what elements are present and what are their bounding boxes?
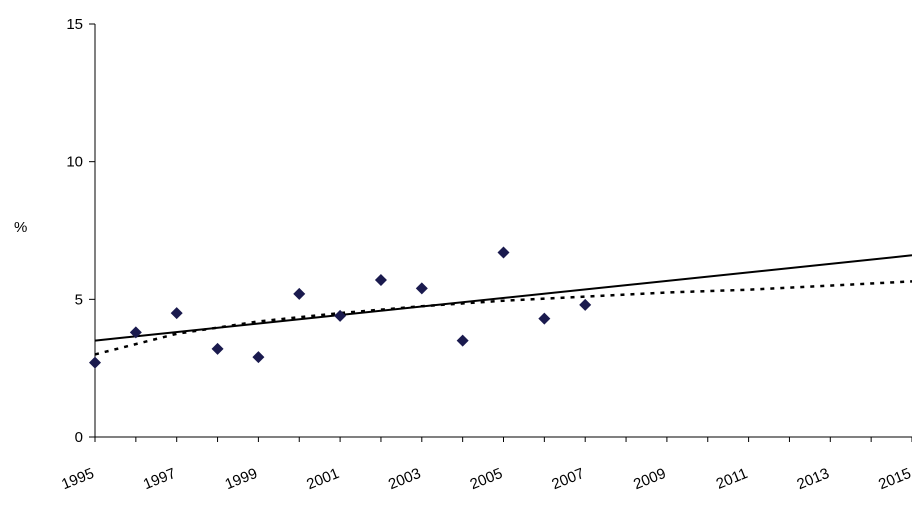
data-point	[89, 356, 101, 369]
trend-line-solid	[94, 254, 912, 342]
data-point	[374, 274, 387, 287]
data-point	[415, 282, 428, 295]
x-tick-label: 2011	[714, 465, 750, 493]
data-point	[170, 307, 183, 320]
x-tick-label: 2007	[549, 465, 586, 493]
data-point	[456, 334, 469, 347]
x-tick-label: 2001	[304, 465, 341, 493]
y-tick-label: 15	[66, 16, 83, 33]
data-point	[334, 309, 347, 322]
x-tick-label: 2013	[794, 465, 831, 493]
x-tick-label: 2009	[631, 465, 668, 493]
data-point	[497, 246, 510, 259]
data-point	[293, 287, 306, 300]
trend-line-dotted	[94, 280, 912, 356]
data-point	[579, 298, 592, 311]
data-point	[252, 351, 265, 364]
x-tick-label: 1999	[223, 465, 260, 493]
data-point	[538, 312, 551, 325]
axes-layer	[89, 23, 912, 442]
data-point	[211, 342, 224, 355]
data-point	[129, 326, 142, 339]
labels-layer: % 0 5 10 15 1995 1997 1999 2001 2003 2005 2007 2009…	[14, 16, 912, 493]
x-tick-label: 2005	[468, 465, 505, 493]
x-tick-label: 2015	[876, 465, 912, 493]
x-tick-label: 1997	[141, 465, 178, 493]
x-tick-label: 1995	[59, 465, 96, 493]
y-tick-label: 10	[66, 154, 83, 171]
y-tick-label: 5	[75, 291, 83, 308]
y-axis-label: %	[14, 219, 27, 236]
series-layer	[89, 246, 912, 369]
y-tick-label: 0	[75, 429, 83, 446]
x-tick-label: 2003	[386, 465, 423, 493]
